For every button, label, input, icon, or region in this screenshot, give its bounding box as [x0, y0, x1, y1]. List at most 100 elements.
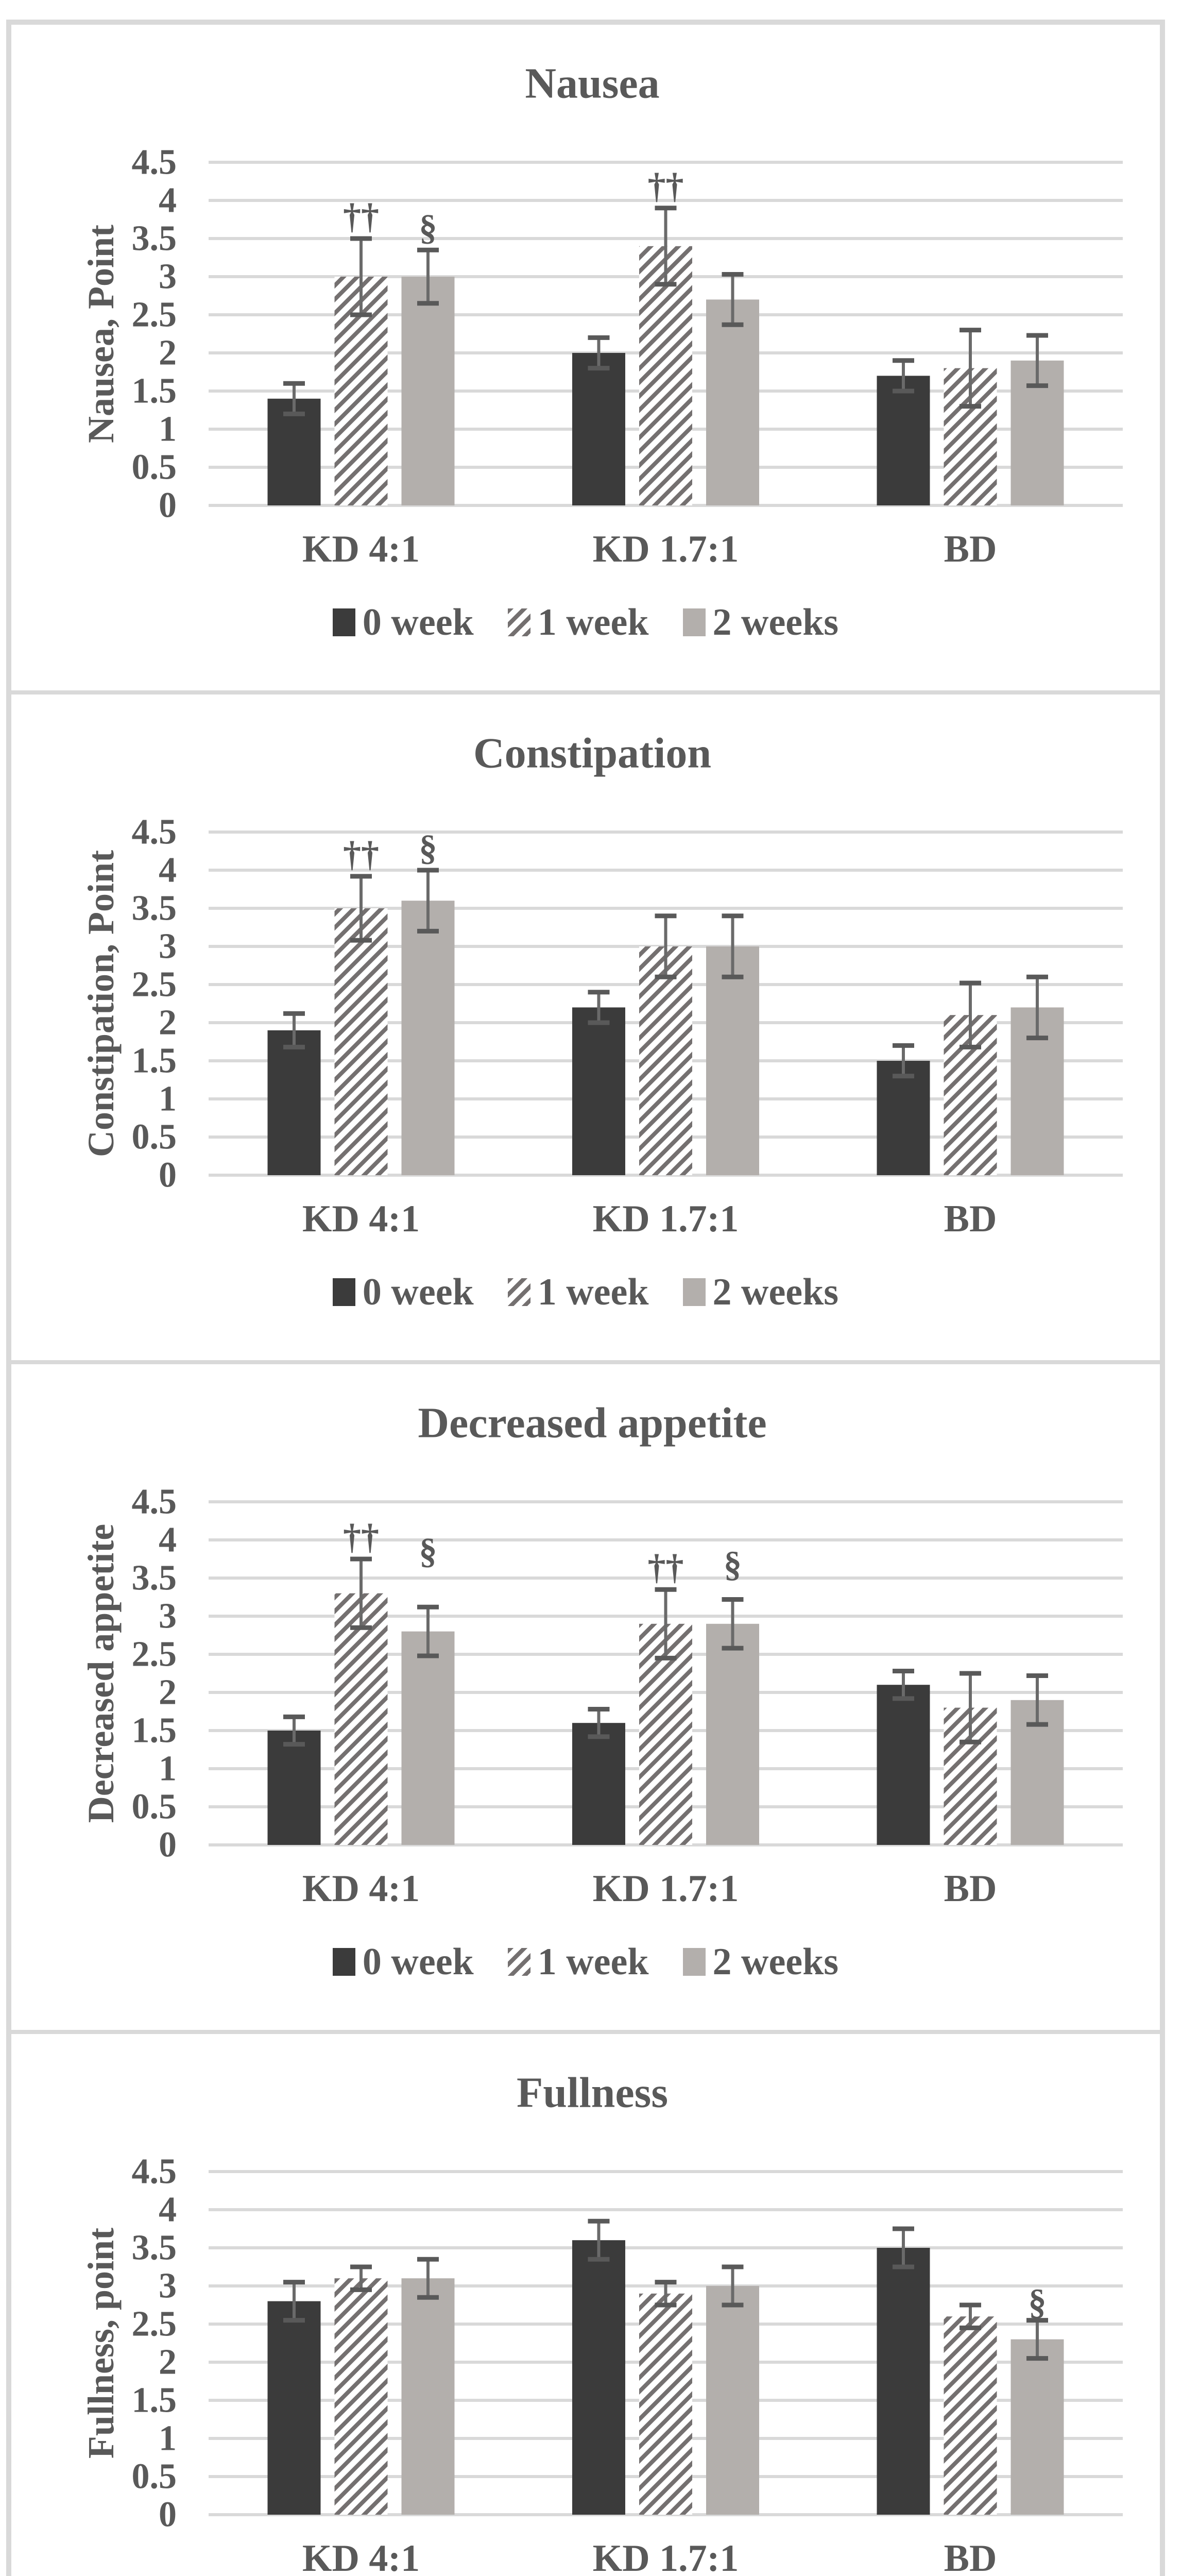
y-tick-label: 1.5	[132, 1041, 177, 1081]
x-category-label: KD 1.7:1	[593, 2537, 739, 2576]
legend-swatch-1week-hatched-icon	[507, 1948, 530, 1976]
bar-2weeks	[401, 277, 455, 505]
x-category-label: BD	[944, 1198, 997, 1240]
x-category-label: KD 1.7:1	[593, 1198, 739, 1240]
y-tick-label: 4	[159, 1520, 177, 1560]
y-axis-title: Fullness, point	[80, 2228, 122, 2459]
y-axis-title: Constipation, Point	[80, 850, 122, 1157]
legend-item-0week: 0 week	[332, 1271, 474, 1313]
bar-1week	[334, 2278, 388, 2515]
chart-title: Decreased appetite	[418, 1399, 766, 1447]
significance-annotation: ††	[343, 835, 379, 874]
legend-swatch-0week-icon	[332, 1278, 355, 1306]
y-tick-label: 1	[159, 1079, 177, 1119]
y-tick-label: 3.5	[132, 219, 177, 259]
x-category-label: KD 4:1	[302, 2537, 420, 2576]
significance-annotation: §	[1029, 2283, 1047, 2323]
legend-swatch-2weeks-icon	[682, 1278, 706, 1306]
legend-item-2weeks: 2 weeks	[682, 601, 839, 643]
y-tick-label: 2.5	[132, 295, 177, 335]
chart-constipation: Constipation 4.543.532.521.510.50 Constipa…	[80, 730, 1123, 1240]
y-tick-label: 1	[159, 2419, 177, 2459]
y-tick-label: 4	[159, 851, 177, 890]
y-tick-label: 2	[159, 1003, 177, 1043]
legend-label-1week: 1 week	[537, 1271, 649, 1313]
legend-label-1week: 1 week	[537, 601, 649, 643]
y-tick-label: 0.5	[132, 1787, 177, 1827]
x-category-label: KD 4:1	[302, 1198, 420, 1240]
bar-2weeks	[1010, 2339, 1064, 2515]
legend-label-2weeks: 2 weeks	[712, 1941, 839, 1983]
y-tick-label: 3.5	[132, 2228, 177, 2268]
y-tick-label: 0	[159, 486, 177, 526]
chart-title: Nausea	[525, 60, 659, 108]
significance-annotation: ††	[648, 166, 684, 206]
bar-0week	[877, 2248, 930, 2515]
y-tick-label: 2	[159, 2343, 177, 2382]
significance-annotation: §	[419, 1532, 437, 1571]
legend-item-2weeks: 2 weeks	[682, 1271, 839, 1313]
x-category-label: KD 4:1	[302, 1868, 420, 1910]
bar-1week	[639, 2293, 692, 2515]
x-category-label: KD 1.7:1	[593, 1868, 739, 1910]
significance-annotation: ††	[648, 1548, 684, 1587]
y-tick-label: 3	[159, 927, 177, 967]
chart-fullness: Fullness 4.543.532.521.510.50 Fullness, po…	[80, 2069, 1123, 2576]
panel-constipation: Constipation 4.5 4 3.5 3 2.5 2 1.5 1 0.5 0 Constipa…	[11, 694, 1160, 1360]
y-tick-label: 2	[159, 1673, 177, 1713]
legend-swatch-2weeks-icon	[682, 608, 706, 636]
legend-label-2weeks: 2 weeks	[712, 1271, 839, 1313]
chart-nausea: Nausea 4.543.532.521.510.50 Nausea, Point †…	[80, 60, 1123, 570]
bar-0week	[572, 353, 625, 505]
y-tick-label: 2.5	[132, 2304, 177, 2344]
y-tick-label: 1	[159, 410, 177, 449]
y-tick-label: 4	[159, 2190, 177, 2230]
multi-panel-figure: Nausea 4.5 4 3.5 3 2.5 2 1.5 1 0.5 0 Nausea, Point †…	[6, 20, 1165, 2576]
y-tick-label: 2	[159, 333, 177, 373]
significance-annotation: §	[419, 208, 437, 248]
bar-1week	[639, 246, 692, 505]
y-tick-label: 4.5	[132, 143, 177, 182]
legend-swatch-0week-icon	[332, 1948, 355, 1976]
legend-swatch-2weeks-icon	[682, 1948, 706, 1976]
legend-label-1week: 1 week	[537, 1941, 649, 1983]
legend-label-0week: 0 week	[362, 1271, 474, 1313]
y-tick-label: 0.5	[132, 448, 177, 487]
y-tick-label: 1.5	[132, 371, 177, 411]
legend-label-0week: 0 week	[362, 1941, 474, 1983]
y-tick-label: 4.5	[132, 1482, 177, 1522]
y-tick-label: 0	[159, 2495, 177, 2535]
bar-1week	[944, 2316, 997, 2515]
y-tick-label: 0	[159, 1825, 177, 1865]
legend-swatch-1week-hatched-icon	[507, 608, 530, 636]
x-category-label: BD	[944, 528, 997, 570]
legend-item-0week: 0 week	[332, 601, 474, 643]
y-tick-label: 1	[159, 1749, 177, 1789]
legend-label-0week: 0 week	[362, 601, 474, 643]
legend-item-1week: 1 week	[507, 601, 649, 643]
bar-1week	[639, 1623, 692, 1845]
legend: 0 week 1 week 2 weeks	[11, 1931, 1160, 1993]
y-tick-label: 3	[159, 257, 177, 297]
significance-annotation: ††	[343, 1517, 379, 1557]
y-tick-label: 0.5	[132, 1117, 177, 1157]
panel-fullness: Fullness 4.5 4 3.5 3 2.5 2 1.5 1 0.5 0 Fullness, po…	[11, 2034, 1160, 2576]
x-category-label: KD 1.7:1	[593, 528, 739, 570]
bar-0week	[267, 2301, 321, 2515]
legend-label-2weeks: 2 weeks	[712, 601, 839, 643]
legend-item-2weeks: 2 weeks	[682, 1941, 839, 1983]
significance-annotation: ††	[343, 197, 379, 236]
bar-0week	[877, 1685, 930, 1845]
legend-swatch-1week-hatched-icon	[507, 1278, 530, 1306]
legend: 0 week 1 week 2 weeks	[11, 591, 1160, 653]
panel-nausea: Nausea 4.5 4 3.5 3 2.5 2 1.5 1 0.5 0 Nausea, Point †…	[11, 25, 1160, 690]
x-category-label: BD	[944, 1868, 997, 1910]
y-tick-label: 1.5	[132, 2381, 177, 2420]
panel-decreased-appetite: Decreased appetite 4.5 4 3.5 3 2.5 2 1.5 1 0.5 0 De…	[11, 1364, 1160, 2030]
y-tick-label: 0	[159, 1156, 177, 1195]
y-tick-label: 1.5	[132, 1711, 177, 1751]
chart-title: Constipation	[473, 730, 711, 777]
bar-2weeks	[401, 901, 455, 1175]
y-tick-label: 0.5	[132, 2457, 177, 2497]
